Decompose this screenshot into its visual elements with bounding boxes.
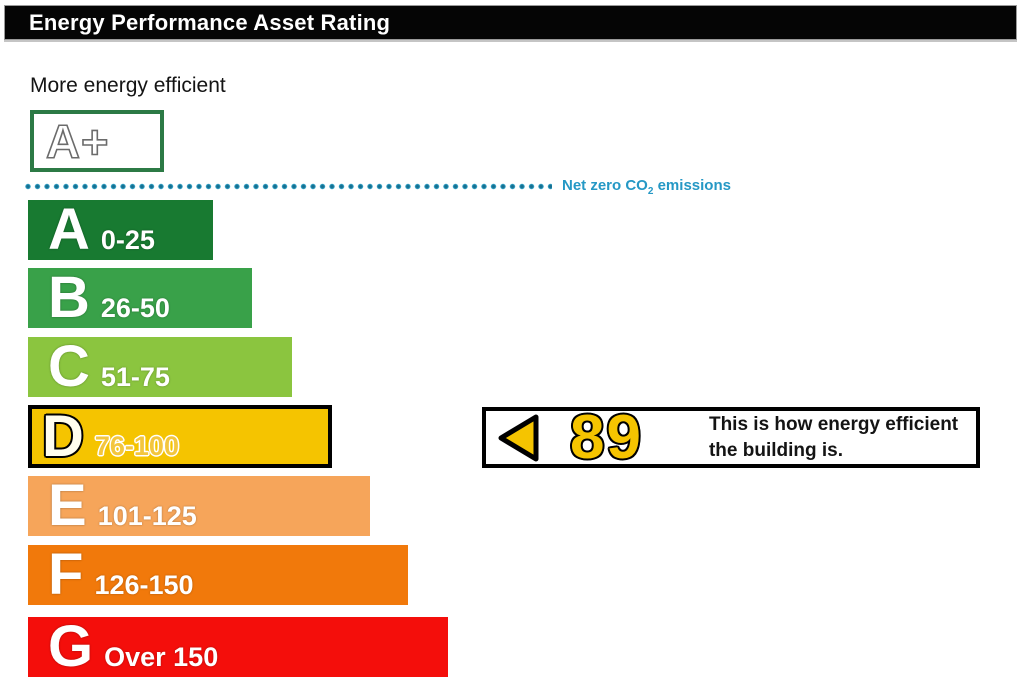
- more-efficient-label: More energy efficient: [30, 74, 226, 97]
- band-row-f: F 126-150: [28, 545, 408, 605]
- co2-subscript: 2: [647, 186, 654, 197]
- band-row-c: C 51-75: [28, 337, 292, 397]
- band-letter: E: [48, 473, 87, 538]
- band-range: 101-125: [97, 500, 197, 531]
- title-bar: Energy Performance Asset Rating: [4, 5, 1017, 40]
- rating-note: This is how energy efficient the buildin…: [708, 413, 959, 461]
- band-letter: B: [48, 265, 90, 330]
- band-letter: F: [48, 542, 84, 607]
- band-range: 126-150: [94, 569, 194, 600]
- rating-value: 89: [570, 402, 643, 472]
- band-range: 26-50: [100, 292, 170, 323]
- band-range: 51-75: [100, 361, 170, 392]
- band-row-d-highlighted: D 76-100: [28, 405, 332, 468]
- band-letter: D: [42, 403, 84, 469]
- net-zero-label: Net zero CO2 emissions: [562, 177, 731, 197]
- band-row-e: E 101-125: [28, 476, 370, 536]
- band-row-g: G Over 150: [28, 617, 448, 677]
- band-letter: A: [48, 197, 90, 262]
- page-title: Energy Performance Asset Rating: [29, 9, 391, 35]
- band-row-b: B 26-50: [28, 268, 252, 328]
- band-letter: G: [48, 614, 94, 679]
- aplus-band-box: A+: [30, 110, 164, 172]
- left-arrow-icon: [498, 414, 539, 461]
- rating-indicator-box: 89 This is how energy efficient the buil…: [482, 402, 980, 472]
- net-zero-dotted-line: [25, 183, 552, 190]
- band-row-a: A 0-25: [28, 200, 213, 260]
- band-range: 76-100: [94, 431, 179, 461]
- band-letter: C: [48, 334, 90, 399]
- aplus-label: A+: [45, 114, 110, 168]
- band-range: 0-25: [100, 224, 155, 255]
- band-range: Over 150: [104, 641, 219, 672]
